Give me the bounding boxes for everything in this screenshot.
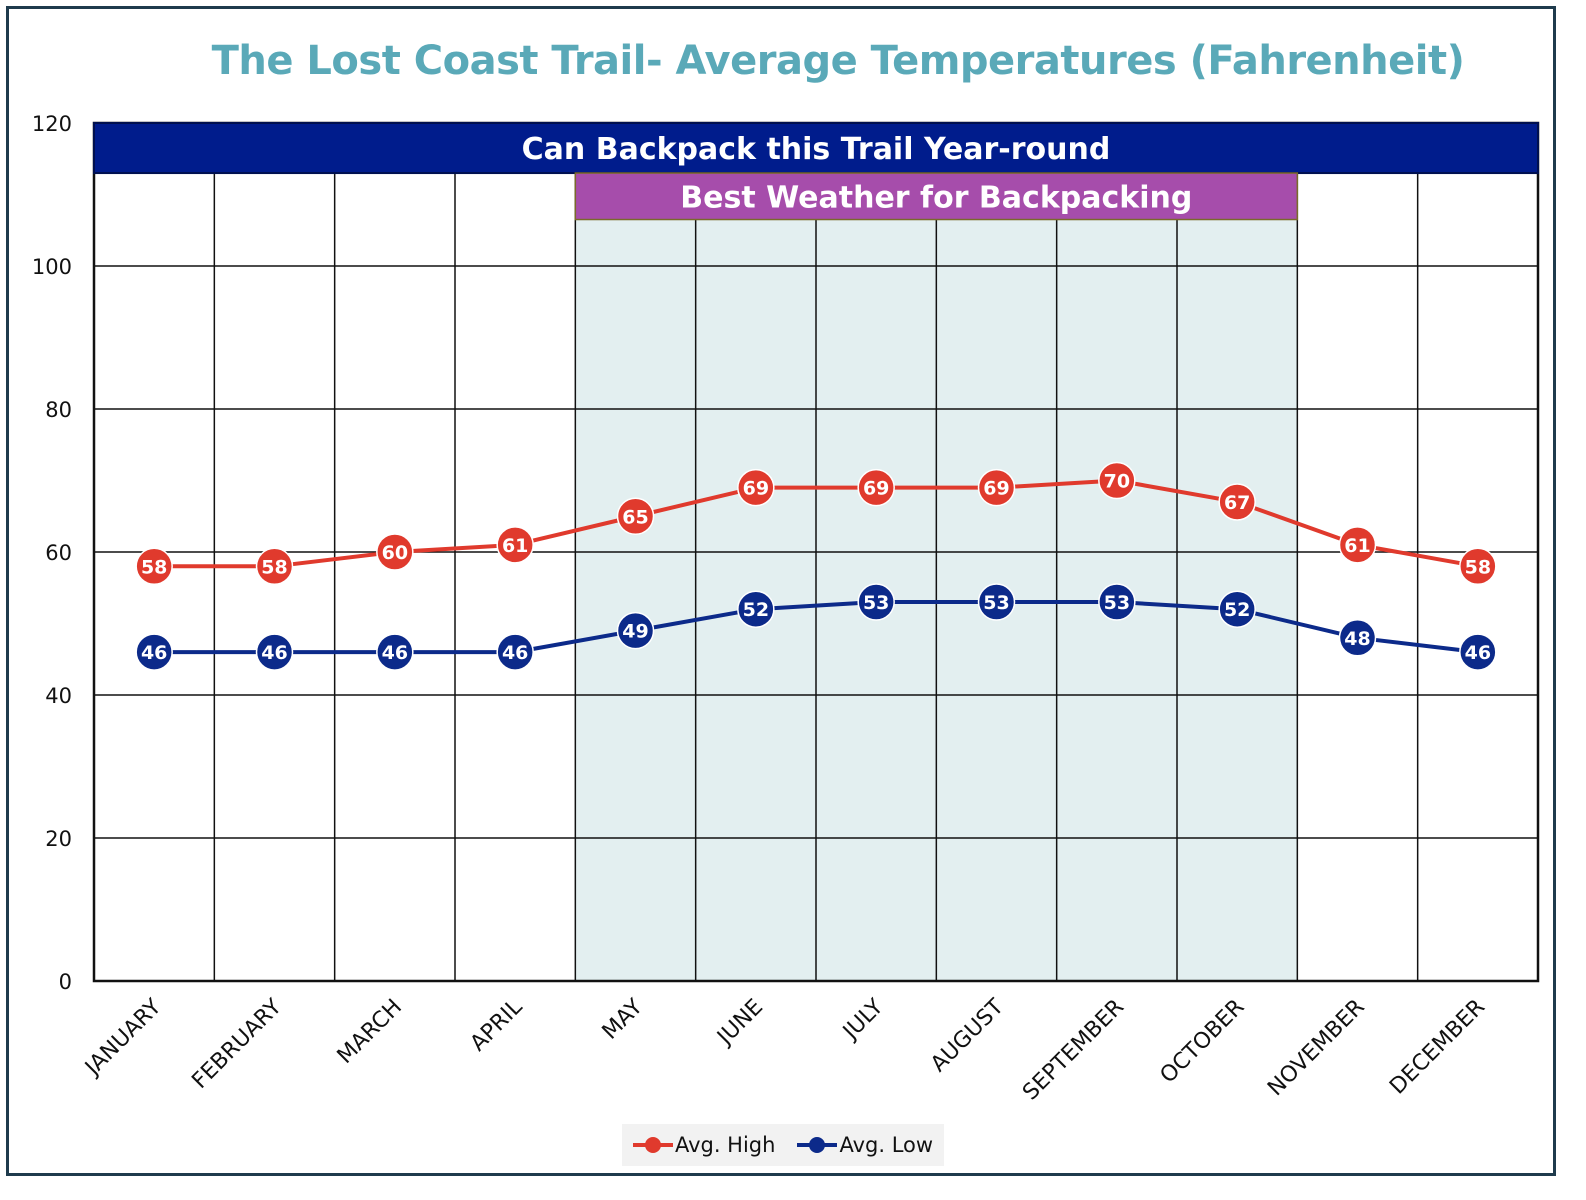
data-label-high: 58 <box>141 556 167 578</box>
x-tick-label: SEPTEMBER <box>1018 995 1129 1106</box>
data-label-high: 58 <box>1465 556 1491 578</box>
data-point-high <box>255 547 294 586</box>
x-tick-label: DECEMBER <box>1385 995 1490 1100</box>
y-tick-label: 40 <box>45 684 72 708</box>
x-tick-label: MARCH <box>333 995 407 1069</box>
x-tick-label: JULY <box>837 994 889 1046</box>
legend-item-low: Avg. Low <box>797 1133 933 1157</box>
data-point-low <box>616 611 655 650</box>
data-point-high <box>496 526 534 564</box>
legend-swatch-low <box>797 1136 838 1154</box>
data-label-high: 70 <box>1104 471 1130 493</box>
y-tick-label: 0 <box>59 970 72 994</box>
legend-swatch-high <box>632 1136 673 1154</box>
y-tick-label: 100 <box>32 255 72 279</box>
band-year-round-label: Can Backpack this Trail Year-round <box>522 132 1111 167</box>
data-label-low: 46 <box>261 642 287 664</box>
data-label-high: 65 <box>622 506 648 528</box>
data-point-low <box>1338 619 1377 657</box>
data-point-high <box>1098 461 1136 500</box>
data-label-low: 46 <box>382 642 408 664</box>
data-point-low <box>255 633 294 671</box>
y-tick-label: 20 <box>45 827 72 851</box>
data-point-high <box>977 468 1016 507</box>
data-label-low: 48 <box>1344 628 1370 650</box>
data-label-low: 46 <box>1465 642 1491 664</box>
data-point-high <box>135 547 173 586</box>
data-point-low <box>737 590 775 628</box>
data-point-low <box>1218 590 1256 628</box>
data-label-low: 53 <box>863 592 889 614</box>
x-tick-label: AUGUST <box>926 994 1009 1077</box>
series-line-high <box>154 478 1479 569</box>
legend: Avg. High Avg. Low <box>622 1124 944 1166</box>
data-label-high: 61 <box>502 535 528 557</box>
data-label-high: 69 <box>743 478 769 500</box>
data-label-low: 53 <box>983 592 1009 614</box>
data-point-high <box>376 533 414 571</box>
x-tick-label: JUNE <box>712 995 769 1052</box>
series-line-low <box>154 600 1479 655</box>
y-tick-label: 60 <box>45 541 72 565</box>
band-year-round <box>93 122 1539 175</box>
data-label-high: 61 <box>1344 535 1370 557</box>
data-label-low: 46 <box>141 642 167 664</box>
data-point-low <box>1459 633 1497 671</box>
data-label-high: 58 <box>261 556 287 578</box>
data-label-high: 69 <box>863 478 889 500</box>
data-point-low <box>496 633 534 671</box>
x-tick-label: FEBRUARY <box>187 994 287 1094</box>
data-point-high <box>1459 547 1497 586</box>
legend-item-high: Avg. High <box>632 1133 776 1157</box>
data-label-high: 69 <box>983 478 1009 500</box>
data-point-low <box>376 633 414 671</box>
data-point-low <box>977 583 1016 621</box>
x-tick-label: MAY <box>598 994 648 1044</box>
data-label-low: 53 <box>1104 592 1130 614</box>
chart-title: The Lost Coast Trail- Average Temperatur… <box>211 38 1465 84</box>
x-tick-label: APRIL <box>466 994 528 1056</box>
data-point-low <box>1098 583 1136 621</box>
legend-label-high: Avg. High <box>674 1133 776 1157</box>
band-best-weather-label: Best Weather for Backpacking <box>680 180 1192 215</box>
x-tick-label: JANUARY <box>79 994 166 1081</box>
data-point-high <box>857 468 895 507</box>
data-point-low <box>857 583 895 621</box>
legend-label-low: Avg. Low <box>839 1133 934 1157</box>
data-point-high <box>1218 483 1256 521</box>
y-tick-label: 80 <box>45 398 72 422</box>
band-best-weather <box>574 172 1299 221</box>
data-label-low: 52 <box>1224 599 1250 621</box>
chart-frame <box>6 6 1556 1176</box>
data-point-high <box>616 497 655 535</box>
data-point-high <box>737 468 775 507</box>
y-tick-label: 120 <box>32 112 72 136</box>
data-label-high: 67 <box>1224 492 1250 514</box>
data-label-low: 46 <box>502 642 528 664</box>
data-label-low: 52 <box>743 599 769 621</box>
x-tick-label: NOVEMBER <box>1263 995 1369 1101</box>
data-label-high: 60 <box>382 542 408 564</box>
data-point-low <box>135 633 173 671</box>
data-label-low: 49 <box>622 621 648 643</box>
data-point-high <box>1338 526 1377 564</box>
x-tick-label: OCTOBER <box>1156 995 1250 1089</box>
